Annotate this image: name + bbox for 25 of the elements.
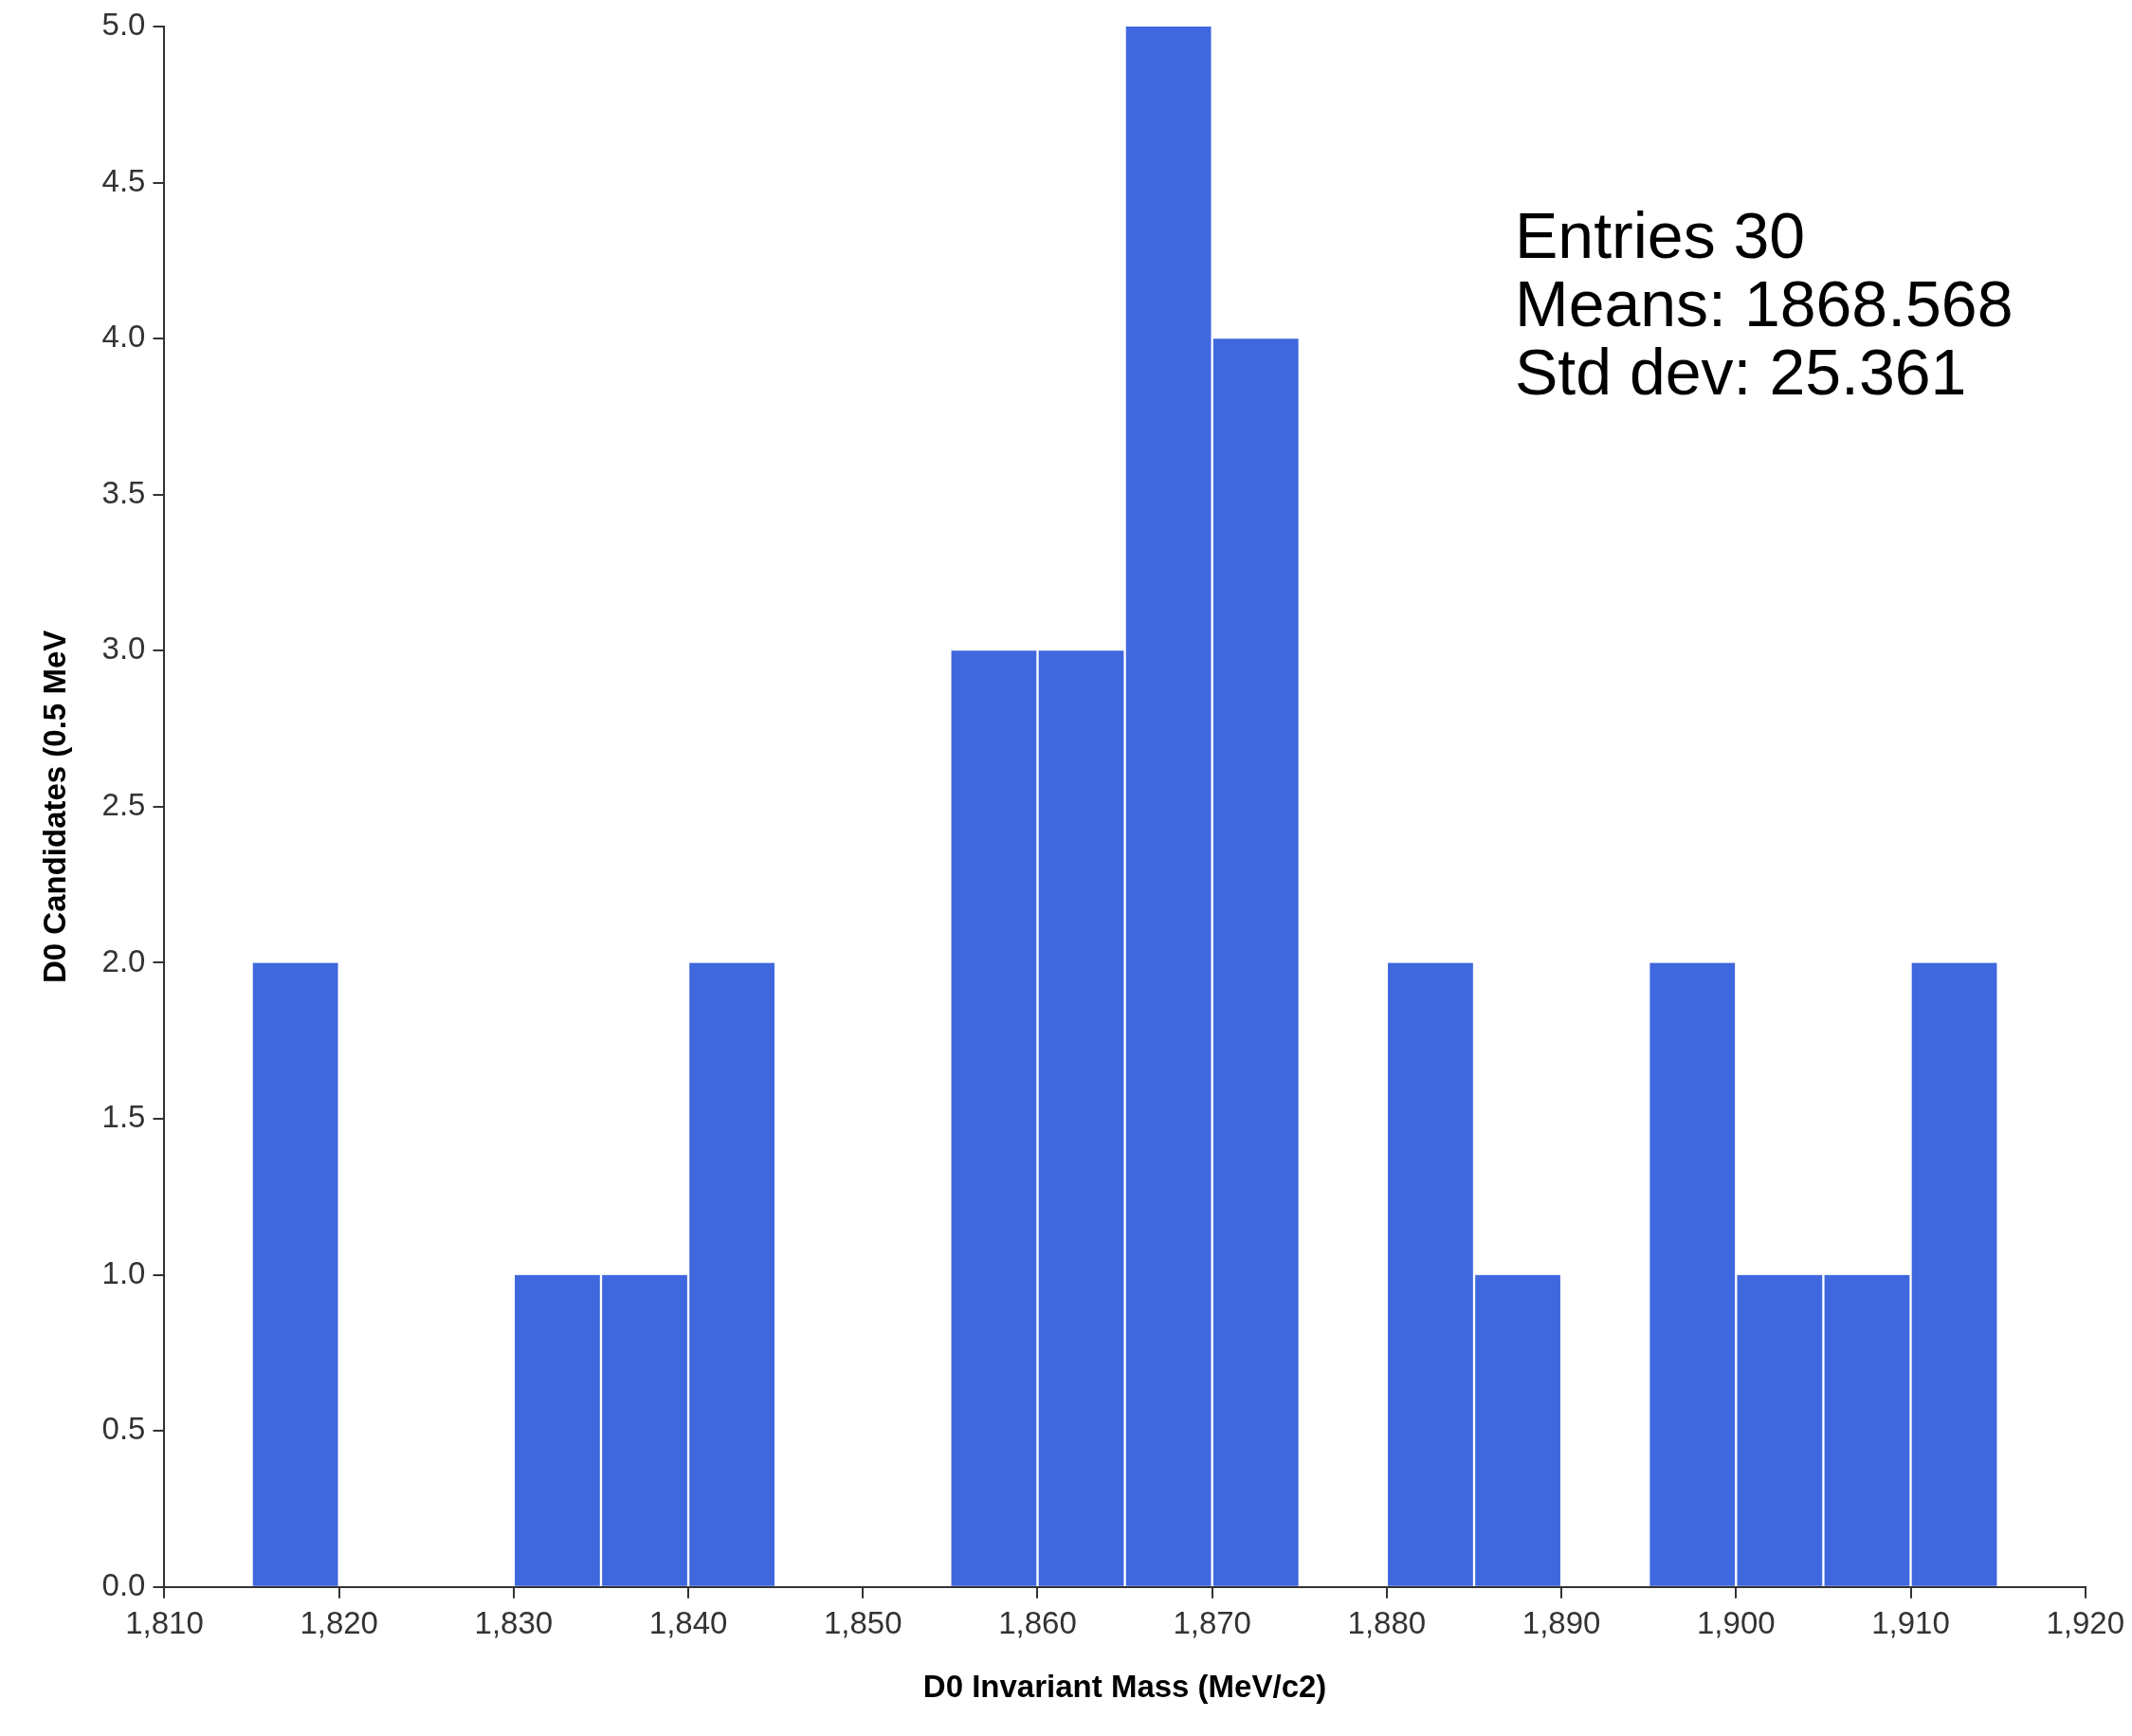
x-tick-label: 1,820 (300, 1604, 378, 1640)
x-tick-label: 1,870 (1173, 1604, 1251, 1640)
y-tick-label: 1.5 (101, 1099, 146, 1135)
y-axis-title: D0 Candidates (0.5 MeV (36, 630, 72, 984)
y-tick-label: 2.0 (101, 942, 146, 978)
x-tick-label: 1,880 (1347, 1604, 1427, 1640)
x-tick-label: 1,850 (823, 1604, 902, 1640)
x-tick-label: 1,830 (474, 1604, 554, 1640)
x-tick-label: 1,810 (125, 1604, 204, 1640)
x-tick-label: 1,860 (998, 1604, 1077, 1640)
y-tick-label: 2.5 (101, 786, 146, 822)
y-tick-label: 1.0 (101, 1254, 146, 1290)
x-tick-label: 1,920 (2046, 1604, 2125, 1640)
y-tick-label: 4.0 (101, 319, 146, 355)
y-tick-label: 0.0 (101, 1566, 146, 1602)
x-tick-label: 1,890 (1522, 1604, 1601, 1640)
x-axis-title: D0 Invariant Mass (MeV/c2) (922, 1669, 1327, 1705)
y-tick-label: 3.0 (101, 630, 146, 667)
y-tick-label: 5.0 (101, 7, 146, 43)
y-tick-label: 4.5 (101, 162, 146, 198)
x-tick-label: 1,910 (1871, 1604, 1950, 1640)
x-tick-label: 1,900 (1697, 1604, 1776, 1640)
x-tick-label: 1,840 (648, 1604, 728, 1640)
y-tick-label: 0.5 (101, 1411, 146, 1447)
y-tick-label: 3.5 (101, 474, 146, 510)
